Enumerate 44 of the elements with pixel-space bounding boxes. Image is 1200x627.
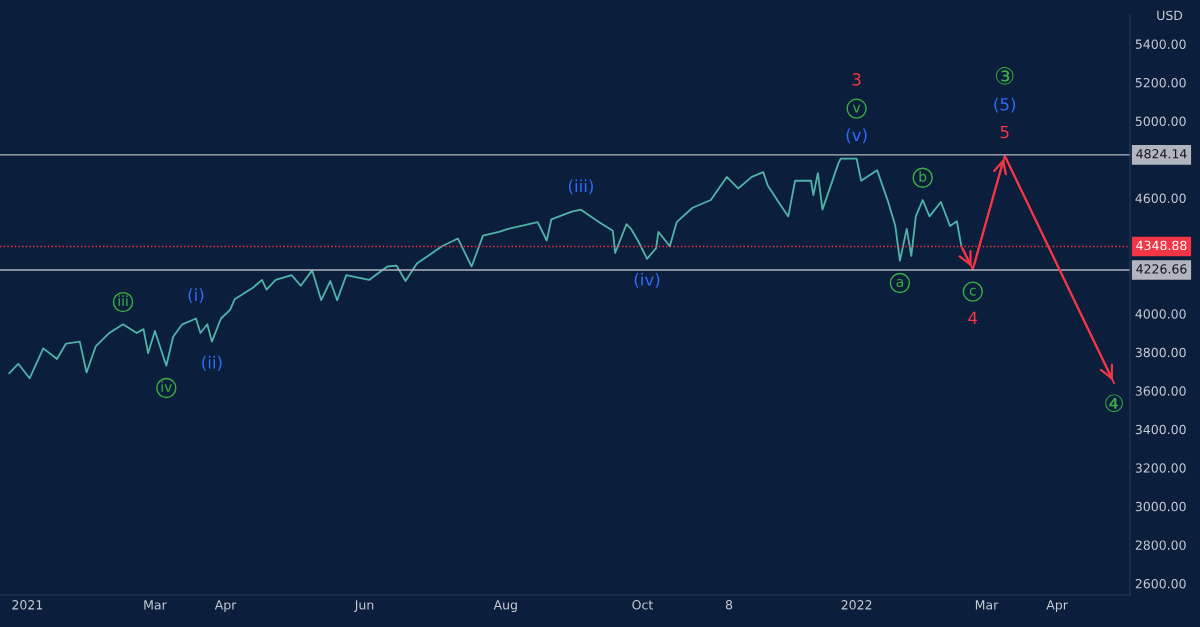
annotation: a bbox=[896, 279, 903, 287]
y-tick-label: 3600.00 bbox=[1135, 386, 1186, 396]
annotation: v bbox=[852, 104, 861, 113]
y-tick-label: 3400.00 bbox=[1135, 424, 1186, 435]
x-tick-label: Apr bbox=[214, 600, 237, 612]
ref-line-label: 4226.66 bbox=[1136, 264, 1187, 274]
x-tick-label: Aug bbox=[493, 600, 517, 612]
y-tick-label: 5200.00 bbox=[1135, 77, 1186, 88]
x-tick-label: Jun bbox=[354, 600, 374, 612]
y-tick-label: 3800.00 bbox=[1135, 347, 1186, 358]
y-tick-label: 2800.00 bbox=[1135, 540, 1186, 550]
annotation: b bbox=[919, 171, 927, 182]
annotation: ③ bbox=[995, 67, 1014, 85]
y-tick-label: 4000.00 bbox=[1135, 309, 1186, 319]
annotation: 4 bbox=[968, 311, 978, 324]
y-tick-label: 4600.00 bbox=[1135, 193, 1186, 204]
y-axis-title: USD bbox=[1157, 10, 1183, 21]
ref-line-label: 4348.88 bbox=[1136, 240, 1187, 251]
annotation: ④ bbox=[1105, 394, 1123, 413]
y-tick-label: 3200.00 bbox=[1135, 463, 1186, 473]
y-tick-label: 3000.00 bbox=[1135, 501, 1186, 512]
annotation: (iii) bbox=[568, 179, 593, 195]
x-tick-label: Mar bbox=[144, 600, 167, 610]
annotation: iii bbox=[118, 295, 128, 306]
annotation: c bbox=[969, 287, 976, 296]
ref-line-label: 4824.14 bbox=[1136, 149, 1187, 159]
x-tick-label: Apr bbox=[1046, 600, 1068, 612]
x-tick-label: Mar bbox=[975, 600, 999, 610]
annotation: 5 bbox=[1000, 125, 1009, 139]
x-tick-label: 2021 bbox=[12, 600, 43, 610]
annotation: (5) bbox=[994, 97, 1016, 113]
annotation: iv bbox=[161, 381, 172, 392]
x-tick-label: Oct bbox=[632, 600, 653, 610]
annotation: 3 bbox=[852, 73, 861, 86]
line-series bbox=[8, 157, 963, 380]
annotation: (iv) bbox=[634, 272, 660, 288]
annotation: (ii) bbox=[202, 355, 222, 371]
annotation: (v) bbox=[846, 128, 867, 144]
annotation: (i) bbox=[188, 288, 204, 304]
y-tick-label: 5400.00 bbox=[1135, 39, 1186, 49]
y-tick-label: 5000.00 bbox=[1135, 116, 1186, 126]
x-tick-label: 8 bbox=[725, 600, 733, 610]
x-tick-label: 2022 bbox=[841, 600, 872, 610]
y-tick-label: 2600.00 bbox=[1135, 578, 1186, 589]
